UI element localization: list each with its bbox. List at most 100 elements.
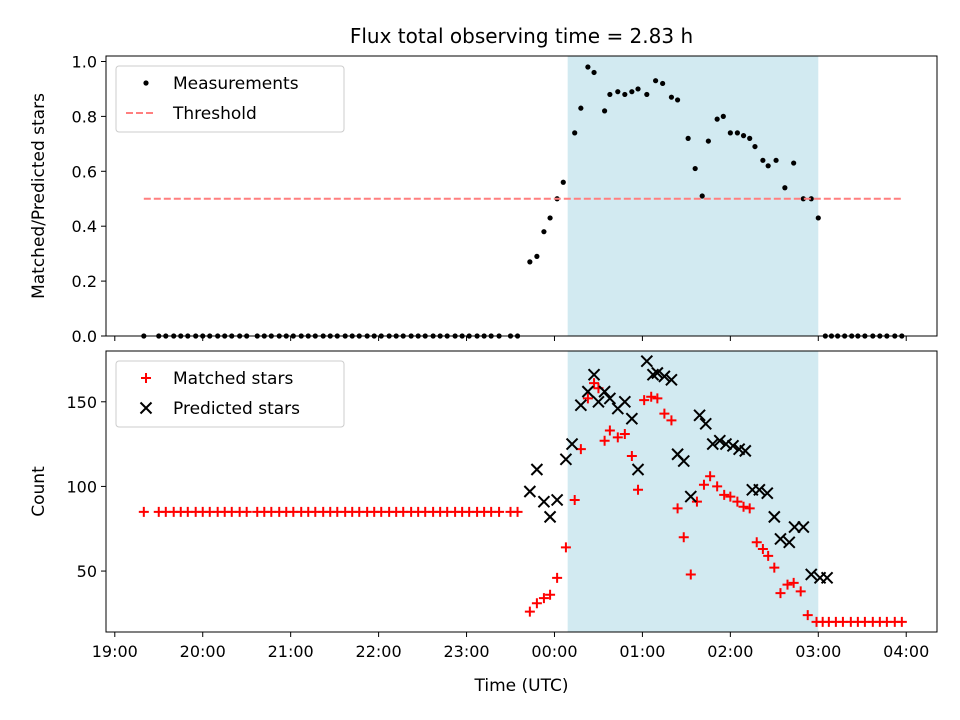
- matched-stars-point: [633, 484, 644, 495]
- predicted-stars-point: [618, 395, 632, 408]
- predicted-stars-point: [658, 370, 671, 383]
- measurements-point: [560, 179, 566, 185]
- measurements-point: [808, 196, 814, 202]
- predicted-stars-point: [640, 354, 654, 368]
- measurements-point: [615, 89, 621, 95]
- predicted-stars-point: [665, 373, 678, 386]
- legend-threshold-label: Threshold: [172, 104, 257, 124]
- measurements-point: [782, 185, 788, 191]
- observing-window-shade-top: [567, 56, 819, 336]
- measurements-point: [602, 108, 608, 114]
- matched-stars-point: [494, 506, 505, 517]
- predicted-stars-point: [550, 493, 564, 507]
- predicted-stars-point: [565, 437, 579, 451]
- top-panel-ticks: 0.0 0.2 0.4 0.6 0.8 1.0: [72, 52, 907, 346]
- matched-stars-point: [545, 589, 556, 600]
- predicted-stars-point: [797, 520, 810, 534]
- measurements-point: [705, 138, 711, 144]
- measurements-point: [585, 64, 591, 70]
- matched-stars-point: [744, 503, 755, 514]
- matched-stars-point: [524, 606, 535, 617]
- predicted-stars-point: [699, 417, 712, 430]
- measurements-point: [653, 78, 659, 84]
- predicted-stars-point: [537, 495, 551, 508]
- measurements-point: [773, 157, 779, 163]
- matched-stars-point: [612, 432, 623, 443]
- measurements-point: [714, 116, 720, 122]
- matched-stars-point: [619, 428, 630, 439]
- matched-stars-point: [646, 391, 657, 402]
- matched-stars-point: [751, 537, 762, 548]
- predicted-stars-point: [774, 532, 787, 546]
- y-tick-label: 0.8: [72, 107, 97, 126]
- measurements-point: [547, 215, 553, 221]
- matched-stars-point: [795, 586, 806, 597]
- measurements-point: [622, 91, 628, 98]
- x-tick-label: 00:00: [531, 642, 577, 661]
- matched-stars-point: [582, 393, 593, 404]
- predicted-stars-point: [559, 453, 573, 466]
- bottom-panel-marks: [138, 354, 907, 627]
- predicted-stars-point: [651, 366, 664, 380]
- measurements-point: [541, 229, 547, 235]
- measurements-point: [534, 253, 540, 259]
- measurements-point: [572, 130, 578, 136]
- predicted-stars-point: [543, 510, 557, 524]
- x-tick-label: 22:00: [356, 642, 402, 661]
- matched-stars-point: [775, 588, 786, 599]
- x-tick-label: 03:00: [795, 642, 841, 661]
- measurements-point: [635, 86, 641, 92]
- matched-stars-point: [712, 481, 723, 492]
- predicted-stars-point: [726, 439, 740, 453]
- y-tick-label: 0.2: [72, 272, 97, 291]
- measurements-point: [668, 94, 675, 100]
- y-tick-label: 1.0: [72, 52, 97, 71]
- matched-stars-point: [769, 562, 780, 573]
- measurements-point: [815, 215, 821, 221]
- matched-stars-point: [666, 415, 677, 426]
- top-panel-y-axis-label: Matched/Predicted stars: [29, 93, 49, 299]
- x-tick-label: 04:00: [883, 642, 929, 661]
- matched-stars-point: [599, 435, 610, 446]
- measurements-point: [591, 69, 597, 76]
- matched-stars-point: [732, 496, 743, 507]
- matched-stars-point: [241, 506, 252, 517]
- predicted-stars-point: [820, 571, 834, 585]
- top-panel: 0.0 0.2 0.4 0.6 0.8 1.0 Measurements Threshold…: [29, 24, 938, 346]
- matched-stars-point: [738, 501, 749, 512]
- y-tick-label: 0.4: [72, 217, 97, 236]
- matched-stars-point: [569, 494, 580, 505]
- matched-stars-point: [626, 450, 637, 461]
- bottom-panel: 19:00 20:00 21:00 22:00 23:00 00:00 01:00 02:00…: [29, 350, 938, 696]
- matched-stars-point: [691, 496, 702, 507]
- measurements-point: [740, 133, 747, 139]
- predicted-stars-point: [684, 490, 697, 503]
- measurements-point: [692, 165, 698, 172]
- matched-stars-point: [705, 471, 716, 482]
- legend-predicted-stars-label: Predicted stars: [173, 399, 300, 419]
- matched-stars-point: [659, 408, 670, 419]
- bottom-panel-legend: Matched stars Predicted stars: [115, 360, 345, 428]
- matched-stars-point: [788, 577, 799, 588]
- predicted-stars-point: [574, 398, 588, 412]
- measurements-point: [727, 130, 733, 136]
- matched-stars-point: [685, 569, 696, 580]
- legend-measurements-swatch: [143, 80, 149, 86]
- predicted-stars-point: [625, 412, 639, 425]
- measurements-point: [765, 163, 771, 169]
- chart-title: Flux total observing time = 2.83 h: [350, 24, 693, 48]
- predicted-stars-point: [530, 463, 544, 476]
- matched-stars-point: [678, 532, 689, 543]
- matched-stars-point: [652, 393, 663, 404]
- matched-stars-point: [512, 506, 523, 517]
- measurements-point: [800, 196, 806, 202]
- legend-matched-stars-label: Matched stars: [173, 369, 293, 389]
- measurements-point: [578, 105, 584, 111]
- y-tick-label: 150: [66, 393, 97, 412]
- matched-stars-point: [531, 598, 542, 609]
- measurements-point: [760, 157, 766, 163]
- y-tick-label: 100: [66, 477, 97, 496]
- predicted-stars-point: [603, 392, 617, 405]
- matched-stars-point: [782, 579, 793, 590]
- matched-stars-point: [698, 479, 709, 490]
